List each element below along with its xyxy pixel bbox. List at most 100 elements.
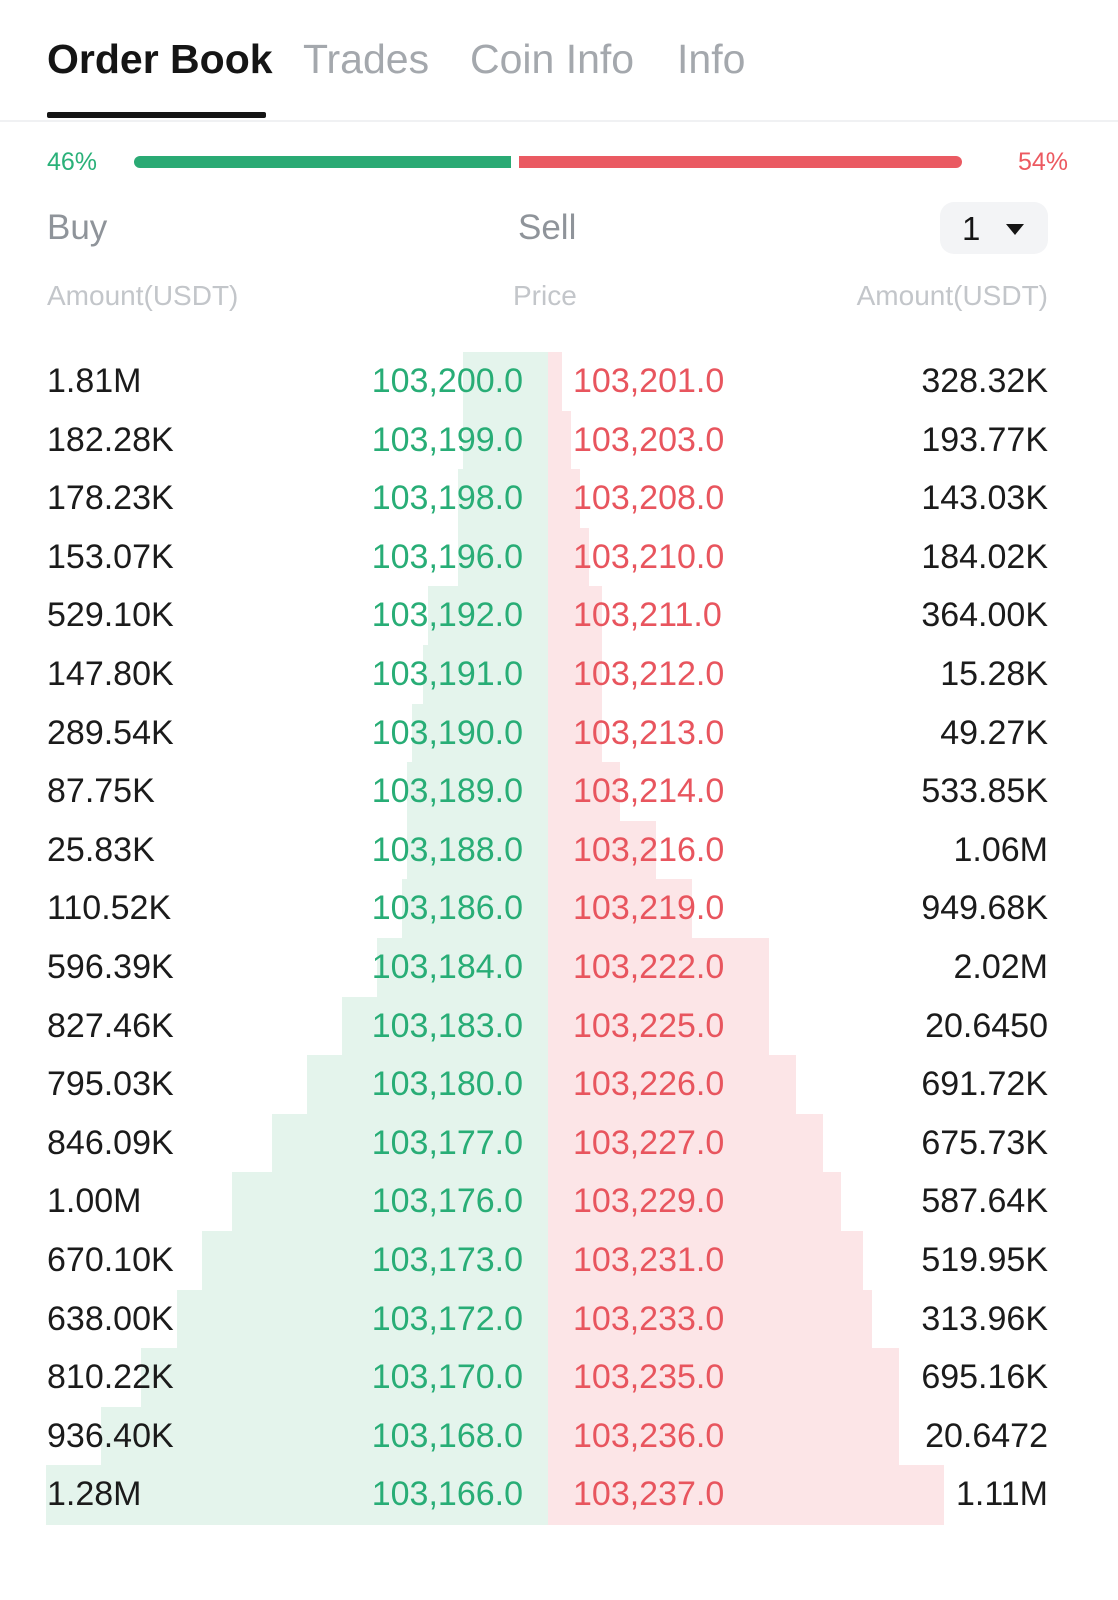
ask-amount: 15.28K: [940, 655, 1048, 693]
ask-price: 103,211.0: [573, 596, 722, 635]
bid-price: 103,190.0: [371, 713, 523, 752]
bid-depth-bar: [462, 410, 548, 470]
bid-price: 103,192.0: [371, 596, 523, 635]
bid-depth-bar: [271, 1113, 548, 1173]
ask-amount: 193.77K: [921, 420, 1048, 459]
precision-dropdown[interactable]: 1: [940, 202, 1048, 254]
sell-filter-button[interactable]: Sell: [518, 208, 577, 247]
bid-depth-bar: [377, 938, 548, 998]
ask-price: 103,227.0: [573, 1123, 725, 1162]
bid-depth-bar: [307, 1055, 548, 1115]
order-book-row[interactable]: 596.39K 103,184.0 103,222.0 2.02M: [0, 938, 1118, 997]
order-book-row[interactable]: 25.83K 103,188.0 103,216.0 1.06M: [0, 821, 1118, 880]
ask-amount: 2.02M: [953, 948, 1049, 986]
bid-price: 103,198.0: [371, 479, 523, 518]
bid-amount: 289.54K: [47, 713, 174, 752]
ask-depth-bar: [548, 645, 602, 705]
bid-depth-bar: [231, 1172, 548, 1232]
ask-depth-bar: [548, 469, 580, 529]
ask-amount: 1.06M: [953, 830, 1049, 869]
bid-amount-header: Amount(USDT): [47, 280, 239, 311]
tab-bar: Order Book Trades Coin Info Info: [0, 0, 1118, 122]
ask-price: 103,203.0: [573, 420, 725, 459]
bid-price: 103,177.0: [371, 1123, 523, 1162]
order-book-row[interactable]: 670.10K 103,173.0 103,231.0 519.95K: [0, 1231, 1118, 1290]
bid-amount: 178.23K: [47, 479, 174, 518]
order-book-row[interactable]: 87.75K 103,189.0 103,214.0 533.85K: [0, 762, 1118, 821]
order-book-row[interactable]: 1.81M 103,200.0 103,201.0 328.32K: [0, 352, 1118, 411]
bid-depth-bar: [422, 645, 548, 705]
ask-amount: 1.11M: [956, 1475, 1048, 1514]
ask-amount: 533.85K: [921, 772, 1048, 811]
bid-price: 103,196.0: [371, 537, 523, 576]
order-book-row[interactable]: 1.28M 103,166.0 103,237.0 1.11M: [0, 1465, 1118, 1524]
order-book-row[interactable]: 846.09K 103,177.0 103,227.0 675.73K: [0, 1114, 1118, 1173]
ask-depth-bar: [548, 410, 571, 470]
bid-amount: 846.09K: [47, 1123, 174, 1162]
ask-amount: 675.73K: [921, 1123, 1048, 1162]
ask-price: 103,229.0: [573, 1182, 725, 1221]
ask-price: 103,208.0: [573, 479, 725, 518]
bid-amount: 110.52K: [47, 889, 172, 928]
ask-depth-bar: [548, 820, 656, 880]
order-book-row[interactable]: 147.80K 103,191.0 103,212.0 15.28K: [0, 645, 1118, 704]
tab-trades[interactable]: Trades: [303, 36, 430, 82]
bid-price: 103,172.0: [371, 1299, 523, 1338]
sell-ratio-fill: [519, 156, 962, 168]
buy-sell-ratio-bar: [134, 156, 962, 168]
bid-amount: 147.80K: [47, 655, 174, 693]
bid-depth-bar: [427, 586, 548, 646]
bid-price: 103,173.0: [371, 1241, 523, 1279]
bid-depth-bar: [141, 1348, 548, 1408]
bid-price: 103,199.0: [371, 420, 523, 459]
bid-price: 103,180.0: [371, 1065, 523, 1104]
ask-amount: 695.16K: [921, 1358, 1048, 1397]
ask-depth-bar: [548, 1465, 944, 1525]
bid-price: 103,200.0: [371, 362, 523, 400]
order-book-row[interactable]: 810.22K 103,170.0 103,235.0 695.16K: [0, 1348, 1118, 1407]
bid-depth-bar: [201, 1231, 548, 1291]
tab-info[interactable]: Info: [677, 36, 746, 82]
order-book-row[interactable]: 153.07K 103,196.0 103,210.0 184.02K: [0, 528, 1118, 587]
ask-depth-bar: [548, 1231, 863, 1291]
order-book-row[interactable]: 827.46K 103,183.0 103,225.0 20.6450: [0, 997, 1118, 1056]
bid-depth-bar: [402, 879, 548, 939]
order-book-row[interactable]: 936.40K 103,168.0 103,236.0 20.6472: [0, 1407, 1118, 1466]
bid-depth-bar: [457, 527, 548, 587]
order-book-row[interactable]: 638.00K 103,172.0 103,233.0 313.96K: [0, 1290, 1118, 1349]
ask-price: 103,219.0: [573, 889, 725, 928]
ask-depth-bar: [548, 1289, 872, 1349]
bid-amount: 936.40K: [47, 1416, 174, 1455]
ask-amount: 519.95K: [921, 1241, 1048, 1279]
order-book-row[interactable]: 795.03K 103,180.0 103,226.0 691.72K: [0, 1055, 1118, 1114]
bid-amount: 1.81M: [47, 362, 142, 400]
ask-amount: 949.68K: [921, 889, 1048, 928]
tab-order-book[interactable]: Order Book: [47, 36, 273, 82]
order-book-row[interactable]: 1.00M 103,176.0 103,229.0 587.64K: [0, 1172, 1118, 1231]
order-book-row[interactable]: 529.10K 103,192.0 103,211.0 364.00K: [0, 586, 1118, 645]
ask-price: 103,233.0: [573, 1299, 725, 1338]
ask-amount: 313.96K: [921, 1299, 1048, 1338]
ask-depth-bar: [548, 1113, 823, 1173]
ask-depth-bar: [548, 1172, 841, 1232]
order-book-row[interactable]: 182.28K 103,199.0 103,203.0 193.77K: [0, 411, 1118, 470]
ask-depth-bar: [548, 879, 692, 939]
ask-depth-bar: [548, 703, 602, 763]
order-book-row[interactable]: 289.54K 103,190.0 103,213.0 49.27K: [0, 704, 1118, 763]
ask-amount: 328.32K: [921, 362, 1048, 400]
buy-filter-button[interactable]: Buy: [47, 208, 108, 247]
order-book-row[interactable]: 178.23K 103,198.0 103,208.0 143.03K: [0, 469, 1118, 528]
bid-price: 103,188.0: [371, 830, 523, 869]
ask-depth-bar: [548, 527, 589, 587]
ask-depth-bar: [548, 762, 620, 822]
ask-price: 103,213.0: [573, 713, 725, 752]
ask-amount-header: Amount(USDT): [856, 280, 1048, 311]
order-book-row[interactable]: 110.52K 103,186.0 103,219.0 949.68K: [0, 879, 1118, 938]
bid-amount: 87.75K: [47, 772, 155, 811]
active-tab-indicator: [47, 112, 266, 118]
price-header: Price: [513, 280, 577, 311]
tab-coin-info[interactable]: Coin Info: [470, 36, 635, 82]
sell-ratio-label: 54%: [1017, 148, 1068, 176]
bid-amount: 1.00M: [47, 1182, 142, 1221]
bid-depth-bar: [46, 1465, 548, 1525]
